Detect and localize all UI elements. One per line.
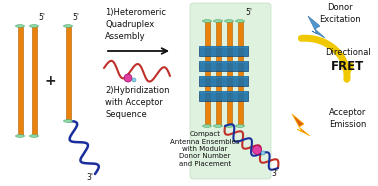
Ellipse shape: [261, 151, 265, 155]
Bar: [199, 61, 248, 63]
Text: Directional: Directional: [325, 48, 371, 57]
Ellipse shape: [235, 125, 245, 127]
Ellipse shape: [29, 25, 39, 27]
Bar: [199, 76, 248, 86]
Ellipse shape: [64, 120, 73, 122]
Ellipse shape: [124, 74, 132, 82]
Bar: [199, 91, 248, 101]
Bar: [199, 46, 248, 56]
Text: Compact
Antenna Ensembles
with Modular
Donor Number
and Placement: Compact Antenna Ensembles with Modular D…: [170, 131, 240, 167]
Text: Acceptor
Emission: Acceptor Emission: [329, 108, 367, 129]
Ellipse shape: [203, 20, 212, 22]
Ellipse shape: [253, 145, 262, 155]
Bar: [215, 21, 220, 126]
Ellipse shape: [29, 135, 39, 137]
Polygon shape: [292, 114, 310, 136]
Ellipse shape: [15, 25, 25, 27]
Ellipse shape: [225, 125, 234, 127]
Ellipse shape: [214, 125, 223, 127]
Bar: [199, 46, 248, 48]
Ellipse shape: [235, 20, 245, 22]
Ellipse shape: [132, 78, 136, 82]
Ellipse shape: [214, 20, 223, 22]
Polygon shape: [292, 114, 310, 136]
Text: 5': 5': [245, 8, 252, 17]
Text: FRET: FRET: [332, 60, 365, 73]
Text: 5': 5': [72, 13, 79, 22]
Bar: [237, 21, 243, 126]
Ellipse shape: [15, 135, 25, 137]
Ellipse shape: [225, 20, 234, 22]
Text: +: +: [44, 74, 56, 88]
Polygon shape: [308, 16, 325, 38]
Ellipse shape: [203, 125, 212, 127]
Bar: [65, 26, 71, 121]
Text: 3': 3': [271, 169, 279, 178]
Text: 3': 3': [87, 173, 93, 182]
Bar: [31, 26, 37, 136]
Text: 1)Heteromeric
Quadruplex
Assembly: 1)Heteromeric Quadruplex Assembly: [105, 8, 166, 41]
Bar: [199, 61, 248, 71]
Bar: [17, 26, 23, 136]
Bar: [199, 76, 248, 78]
Ellipse shape: [64, 25, 73, 27]
Text: 5': 5': [38, 13, 45, 22]
Text: Donor
Excitation: Donor Excitation: [319, 3, 361, 24]
Bar: [199, 91, 248, 93]
FancyBboxPatch shape: [190, 3, 271, 179]
Bar: [204, 21, 209, 126]
Bar: [226, 21, 231, 126]
Text: 2)Hybridization
with Acceptor
Sequence: 2)Hybridization with Acceptor Sequence: [105, 86, 169, 119]
